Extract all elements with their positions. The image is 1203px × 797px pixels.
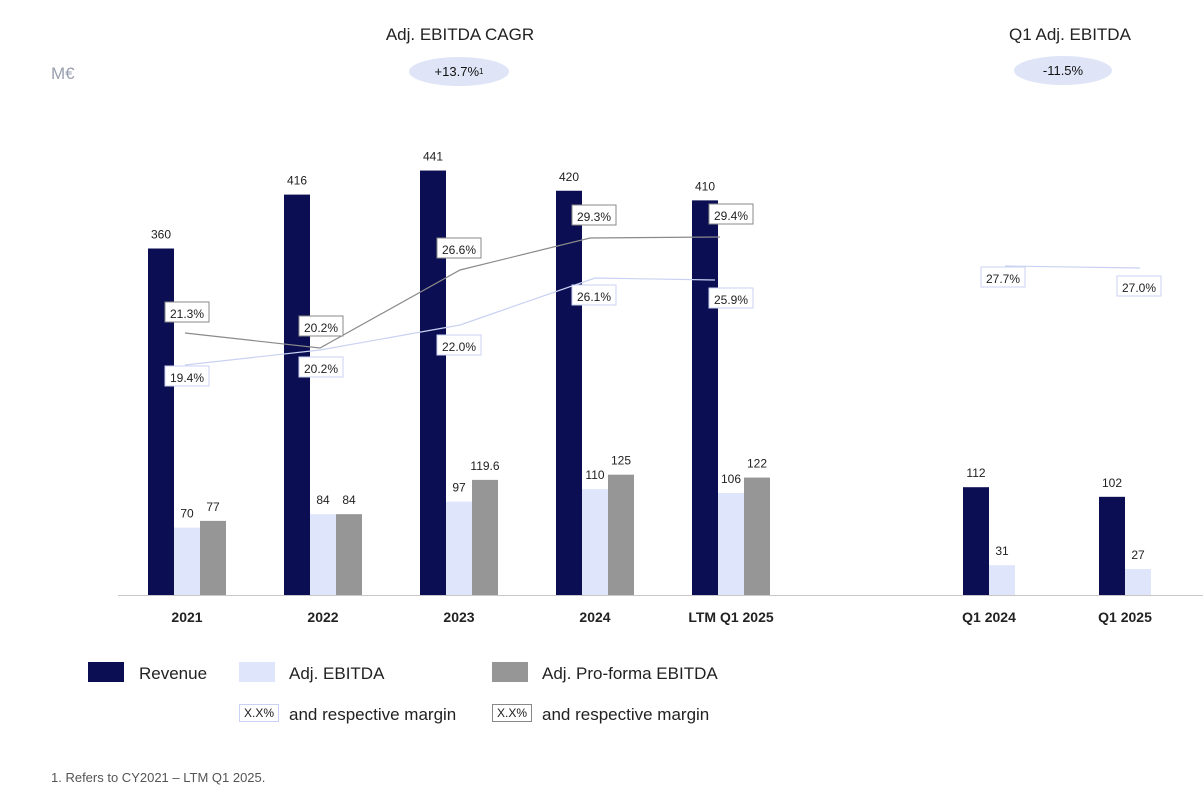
adj-margin-label: 20.2%	[304, 362, 338, 376]
legend-proforma-margin-box: X.X%	[492, 704, 533, 722]
q1-title: Q1 Adj. EBITDA	[1009, 25, 1131, 44]
bar-value-label: 31	[995, 544, 1009, 558]
cagr-pill: +13.7% 1	[409, 57, 509, 86]
bar-0-4	[692, 200, 718, 595]
x-tick-label: LTM Q1 2025	[688, 609, 774, 625]
q1-adj-margin-line	[1004, 265, 1141, 269]
bar-value-label: 77	[206, 500, 220, 514]
bar-1-0	[989, 565, 1015, 595]
bar-2-4	[744, 477, 770, 595]
q1-pill: -11.5%	[1014, 56, 1112, 85]
bar-value-label: 110	[585, 468, 604, 482]
x-tick-label: 2022	[307, 609, 338, 625]
proforma-margin-line	[184, 236, 721, 349]
bar-value-label: 441	[423, 150, 443, 164]
adj-margin-label: 26.1%	[577, 290, 611, 304]
legend-adj-ebitda-swatch	[239, 662, 275, 682]
bar-1-4	[718, 492, 744, 595]
proforma-margin-label: 29.3%	[577, 210, 611, 224]
cagr-title: Adj. EBITDA CAGR	[385, 25, 535, 44]
adj-margin-label: 19.4%	[170, 371, 204, 385]
bar-value-label: 360	[151, 228, 171, 242]
bar-value-label: 416	[287, 174, 307, 188]
q1-value: -11.5%	[1042, 63, 1084, 78]
bar-0-1	[284, 194, 310, 595]
bar-value-label: 420	[559, 170, 579, 184]
adj-margin-label: 22.0%	[442, 340, 476, 354]
unit-label: M€	[51, 64, 75, 83]
proforma-margin-label: 26.6%	[442, 243, 476, 257]
x-tick-label: 2021	[171, 609, 202, 625]
proforma-margin-label: 21.3%	[170, 307, 204, 321]
adj-margin-box-1	[298, 356, 344, 378]
adj-margin-box-2	[436, 334, 482, 356]
x-tick-label: Q1 2025	[1098, 609, 1152, 625]
adj-margin-label: 25.9%	[714, 293, 748, 307]
legend-adj-ebitda-label: Adj. EBITDA	[289, 664, 385, 683]
proforma-margin-box-2	[436, 237, 482, 259]
x-tick-label: Q1 2024	[962, 609, 1016, 625]
bar-value-label: 27	[1131, 548, 1145, 562]
legend-proforma-margin-text: and respective margin	[542, 705, 710, 724]
bar-value-label: 122	[747, 457, 767, 471]
cagr-value: +13.7%	[434, 64, 479, 79]
proforma-margin-box-0	[164, 301, 210, 323]
bar-1-3	[582, 489, 608, 595]
q1-adj-margin-box-1	[1116, 275, 1162, 297]
bar-0-0	[963, 487, 989, 595]
legend-revenue-swatch	[88, 662, 124, 682]
bar-2-2	[472, 479, 498, 595]
proforma-margin-label: 29.4%	[714, 209, 748, 223]
bar-value-label: 112	[966, 466, 985, 480]
bar-value-label: 119.6	[470, 459, 499, 473]
bar-1-2	[446, 501, 472, 595]
bar-value-label: 97	[452, 481, 466, 495]
bar-2-3	[608, 474, 634, 595]
x-tick-label: 2023	[443, 609, 474, 625]
proforma-margin-box-1	[298, 315, 344, 337]
bar-value-label: 84	[316, 493, 330, 507]
cagr-footnote-ref: 1	[479, 67, 484, 76]
q1-adj-margin-label: 27.0%	[1122, 281, 1156, 295]
q1-adj-margin-label: 27.7%	[986, 272, 1020, 286]
legend-revenue-label: Revenue	[139, 664, 208, 683]
bar-value-label: 410	[695, 179, 715, 193]
q1-adj-margin-box-0	[980, 266, 1026, 288]
adj-margin-line	[184, 277, 716, 366]
bar-value-label: 125	[611, 454, 631, 468]
legend-adj-margin-text: and respective margin	[289, 705, 457, 724]
legend-adj-margin-box: X.X%	[239, 704, 280, 722]
x-tick-label: 2024	[579, 609, 610, 625]
bar-value-label: 84	[342, 493, 356, 507]
bar-1-1	[1125, 569, 1151, 595]
legend-proforma-label: Adj. Pro-forma EBITDA	[542, 664, 718, 683]
adj-margin-box-4	[708, 287, 754, 309]
legend-proforma-swatch	[492, 662, 528, 682]
bar-1-0	[174, 527, 200, 595]
bar-value-label: 106	[721, 472, 741, 486]
bar-2-1	[336, 514, 362, 595]
proforma-margin-box-4	[708, 203, 754, 225]
footnote: 1. Refers to CY2021 – LTM Q1 2025.	[51, 770, 266, 785]
bar-1-1	[310, 514, 336, 595]
bar-2-0	[200, 520, 226, 595]
adj-margin-box-3	[571, 284, 617, 306]
bar-0-0	[148, 248, 174, 595]
bar-0-2	[420, 170, 446, 595]
bar-0-1	[1099, 496, 1125, 595]
proforma-margin-label: 20.2%	[304, 321, 338, 335]
bar-0-3	[556, 190, 582, 595]
proforma-margin-box-3	[571, 204, 617, 226]
bar-value-label: 70	[180, 507, 194, 521]
bar-value-label: 102	[1102, 476, 1122, 490]
adj-margin-box-0	[164, 365, 210, 387]
